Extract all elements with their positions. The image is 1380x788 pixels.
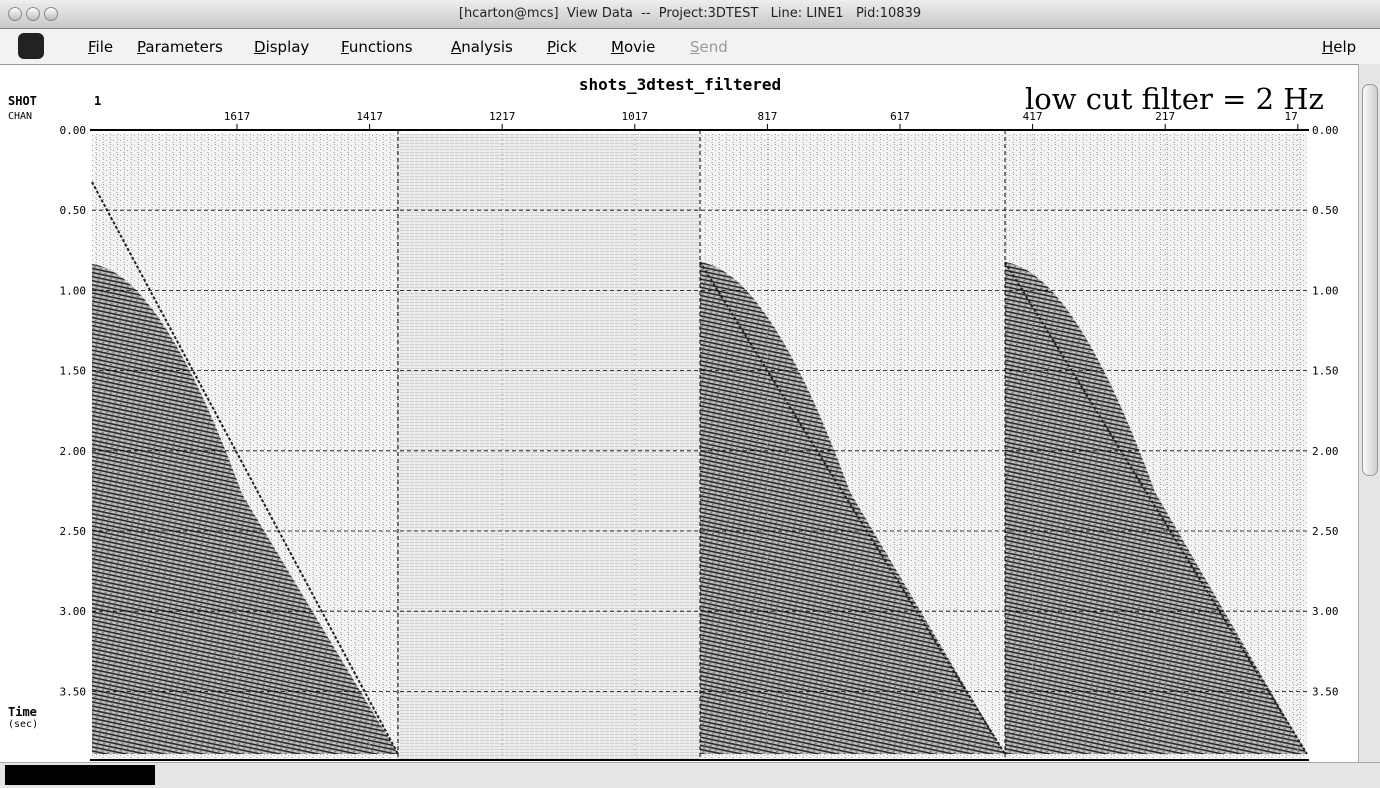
y-tick-label: 0.50 (1312, 204, 1339, 217)
y-tick-label: 2.00 (1312, 445, 1339, 458)
x-tick-label: 1617 (224, 110, 251, 123)
seismic-plot: 0.00 0.00 0.50 0.50 1.00 1.00 1.50 1.50 2.00 2.00… (0, 64, 1358, 762)
menu-item[interactable]: Analysis (451, 38, 513, 56)
y-tick-label: 0.50 (60, 204, 87, 217)
window-title: [hcarton@mcs] View Data -- Project:3DTES… (0, 6, 1380, 21)
annotation: low cut filter = 2 Hz (1025, 82, 1324, 116)
x-tick-label: 1017 (622, 110, 649, 123)
scroll-thumb[interactable] (5, 765, 155, 785)
y-axis-unit: (sec) (8, 719, 38, 730)
y-tick-label: 1.00 (60, 284, 87, 297)
scroll-thumb[interactable] (1362, 84, 1378, 476)
y-tick-label: 1.50 (60, 365, 87, 378)
menu-help[interactable]: Help (1322, 38, 1356, 56)
shot-label: SHOT (8, 94, 37, 108)
chan-label: CHAN (8, 111, 32, 122)
y-tick-label: 3.00 (1312, 605, 1339, 618)
menu-item[interactable]: Parameters (137, 38, 223, 56)
y-tick-label: 3.00 (60, 605, 87, 618)
y-axis-title: Time (8, 705, 37, 719)
y-tick-label: 2.50 (60, 525, 87, 538)
menu-bar: Help File Parameters Display Functions Analy… (0, 29, 1380, 65)
x-tick-label: 617 (890, 110, 910, 123)
vertical-scrollbar[interactable] (1358, 64, 1380, 764)
menu-item[interactable]: Functions (341, 38, 413, 56)
x-tick-label: 817 (757, 110, 777, 123)
y-tick-label: 1.00 (1312, 284, 1339, 297)
app-window: [hcarton@mcs] View Data -- Project:3DTES… (0, 0, 1380, 787)
menu-item[interactable]: Send (690, 38, 728, 56)
y-tick-label: 3.50 (60, 685, 87, 698)
app-logo[interactable] (18, 33, 44, 59)
menu-item[interactable]: Display (254, 38, 309, 56)
shot-value: 1 (94, 94, 101, 108)
menu-item[interactable]: Movie (611, 38, 655, 56)
y-tick-label: 2.00 (60, 445, 87, 458)
title-bar: [hcarton@mcs] View Data -- Project:3DTES… (0, 0, 1380, 29)
x-tick-label: 1217 (489, 110, 516, 123)
horizontal-scrollbar[interactable] (0, 762, 1380, 788)
y-tick-label: 1.50 (1312, 365, 1339, 378)
y-tick-label: 0.00 (1312, 124, 1339, 137)
y-tick-label: 2.50 (1312, 525, 1339, 538)
y-tick-label: 3.50 (1312, 685, 1339, 698)
trace-background (398, 134, 700, 759)
x-tick-label: 1417 (356, 110, 383, 123)
menu-item[interactable]: Pick (547, 38, 577, 56)
menu-item[interactable]: File (88, 38, 113, 56)
y-tick-label: 0.00 (60, 124, 87, 137)
plot-title: shots_3dtest_filtered (579, 75, 781, 94)
